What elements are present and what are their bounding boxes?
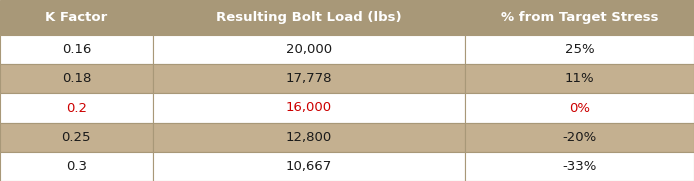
Bar	[153, 64, 465, 93]
Text: 16,000: 16,000	[286, 102, 332, 115]
Bar	[0, 123, 153, 152]
Text: % from Target Stress: % from Target Stress	[501, 11, 658, 24]
Bar	[465, 152, 694, 181]
Bar	[0, 35, 153, 64]
Text: 12,800: 12,800	[286, 131, 332, 144]
Bar	[153, 0, 465, 35]
Text: 0.18: 0.18	[62, 72, 91, 85]
Bar	[465, 123, 694, 152]
Text: 0%: 0%	[569, 102, 590, 115]
Text: 0.16: 0.16	[62, 43, 91, 56]
Text: 0.25: 0.25	[62, 131, 91, 144]
Bar	[153, 93, 465, 123]
Bar	[153, 152, 465, 181]
Bar	[465, 93, 694, 123]
Text: K Factor: K Factor	[45, 11, 108, 24]
Text: 25%: 25%	[565, 43, 594, 56]
Text: 11%: 11%	[565, 72, 594, 85]
Bar	[0, 0, 153, 35]
Text: 0.3: 0.3	[66, 160, 87, 173]
Text: 0.2: 0.2	[66, 102, 87, 115]
Bar	[0, 93, 153, 123]
Text: Resulting Bolt Load (lbs): Resulting Bolt Load (lbs)	[216, 11, 402, 24]
Bar	[465, 64, 694, 93]
Text: 20,000: 20,000	[286, 43, 332, 56]
Bar	[465, 35, 694, 64]
Text: -20%: -20%	[562, 131, 597, 144]
Bar	[153, 123, 465, 152]
Bar	[153, 35, 465, 64]
Bar	[465, 0, 694, 35]
Text: 10,667: 10,667	[286, 160, 332, 173]
Bar	[0, 64, 153, 93]
Bar	[0, 152, 153, 181]
Text: 17,778: 17,778	[285, 72, 332, 85]
Text: -33%: -33%	[562, 160, 597, 173]
